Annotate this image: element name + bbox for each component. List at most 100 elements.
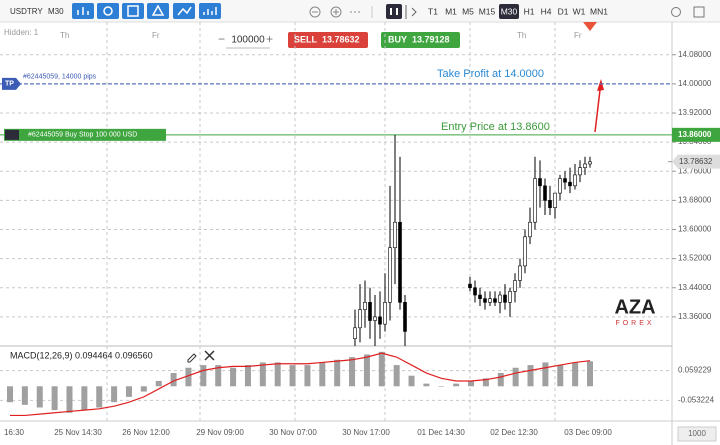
timeframe-button[interactable]: M15 (479, 6, 496, 16)
annotation-arrow (594, 89, 601, 133)
macd-bar (527, 365, 534, 387)
timeframe-button[interactable]: W1 (573, 6, 586, 16)
candle-body (533, 178, 537, 223)
y-tick-label: 13.92000 (678, 108, 712, 117)
candle-body (578, 167, 582, 176)
candle-body (493, 298, 497, 303)
x-tick-label: 25 Nov 14:30 (54, 428, 102, 437)
macd-bar (497, 373, 504, 387)
zoom-out[interactable] (309, 6, 321, 18)
zoom-box[interactable] (677, 426, 717, 442)
logo: AZA FOREX (614, 296, 655, 327)
timeframe-button[interactable]: M30 (501, 6, 518, 16)
macd-bar (274, 362, 281, 387)
macd-tick-label: -0.053224 (678, 395, 715, 404)
quantity[interactable]: 100000 (231, 35, 265, 46)
fullscreen[interactable] (693, 6, 705, 18)
candle-body (368, 302, 372, 321)
candle-body (553, 192, 557, 208)
edit-icon[interactable] (187, 353, 197, 363)
macd-bar (319, 362, 326, 387)
candle-body (558, 178, 562, 194)
entry-badge (4, 128, 166, 141)
macd-bar (200, 365, 207, 387)
macd-bar (572, 362, 579, 387)
candle-body (513, 280, 517, 292)
macd-bar (140, 386, 147, 392)
x-tick-label: 02 Dec 12:30 (490, 428, 538, 437)
macd-bar (557, 365, 564, 387)
logo-brand: AZA (614, 296, 655, 318)
pause-button[interactable] (386, 4, 402, 19)
candle-body (478, 294, 482, 299)
sell-label: SELL (294, 34, 318, 44)
settings[interactable] (671, 7, 681, 17)
entry-price-box (672, 127, 720, 142)
macd-bar (111, 386, 118, 403)
x-tick-label: 29 Nov 09:00 (196, 428, 244, 437)
x-tick-label: 03 Dec 09:00 (564, 428, 612, 437)
day-label: Fr (574, 31, 582, 40)
macd-bar (170, 373, 177, 387)
timeframe-button[interactable]: M1 (445, 6, 457, 16)
macd-bar (408, 375, 415, 387)
timeframe-button[interactable]: H4 (541, 6, 552, 16)
close-icon[interactable] (204, 350, 215, 361)
timeframe-buttons: T1 M1 M5 M15 M30 H1 H4 D1 W1 MN1 (428, 4, 608, 19)
minus[interactable]: − (218, 32, 225, 46)
macd-bar (259, 362, 266, 387)
macd-bar (512, 367, 519, 387)
entry-price-label: 13.86000 (678, 130, 712, 139)
zoom-in[interactable] (330, 6, 342, 18)
day-label: Th (517, 31, 526, 40)
macd-title: MACD(12,26,9) 0.094464 0.096560 (10, 350, 153, 360)
macd-bar (542, 362, 549, 387)
macd-bar (21, 386, 28, 405)
x-tick-label: 16:30 (4, 428, 25, 437)
timeframe-button[interactable]: T1 (428, 6, 438, 16)
pause-icon (390, 8, 398, 15)
tp-badge (2, 77, 21, 90)
timeframe[interactable]: M30 (48, 7, 64, 16)
tool-button[interactable] (97, 3, 119, 19)
tool-button[interactable] (199, 3, 221, 19)
macd-bar (587, 361, 593, 387)
macd-bar (453, 383, 460, 387)
macd-bar (155, 380, 162, 387)
candle-body (373, 316, 377, 321)
candle-body (573, 174, 577, 187)
zoom-controls (309, 6, 373, 18)
timeframe-button[interactable]: MN1 (590, 6, 608, 16)
plus[interactable]: + (266, 32, 273, 46)
candle-body (383, 302, 387, 325)
y-tick-label: 13.76000 (678, 166, 712, 175)
zoom-level: 1000 (688, 429, 706, 438)
macd-bar (363, 354, 370, 387)
candle-body (588, 161, 592, 165)
macd-bar (438, 386, 445, 387)
entry-icon (5, 129, 19, 140)
x-tick-label: 01 Dec 14:30 (417, 428, 465, 437)
timeframe-button[interactable]: D1 (558, 6, 569, 16)
macd-bar (36, 386, 43, 408)
macd-bar (378, 351, 385, 387)
y-tick-label: 13.60000 (678, 225, 712, 234)
timeframe-button[interactable]: M5 (462, 6, 474, 16)
macd-bar (289, 365, 296, 387)
timeframe-button[interactable]: H1 (524, 6, 535, 16)
candle-body (398, 221, 402, 303)
logo-subtitle: FOREX (615, 320, 654, 327)
tp-tag: TP (5, 81, 14, 88)
candle-body (388, 247, 392, 303)
timeframe-active[interactable] (499, 4, 519, 19)
symbol[interactable]: USDTRY (10, 7, 43, 16)
tp-text: Take Profit at 14.0000 (437, 68, 544, 80)
y-tick-label: 13.44000 (678, 283, 712, 292)
macd-tick-label: 0.059229 (678, 366, 712, 375)
sell-button[interactable] (288, 32, 368, 48)
buy-button[interactable] (381, 32, 460, 48)
candle-body (363, 302, 367, 310)
candle-body (563, 178, 567, 183)
candle-body (528, 221, 532, 238)
